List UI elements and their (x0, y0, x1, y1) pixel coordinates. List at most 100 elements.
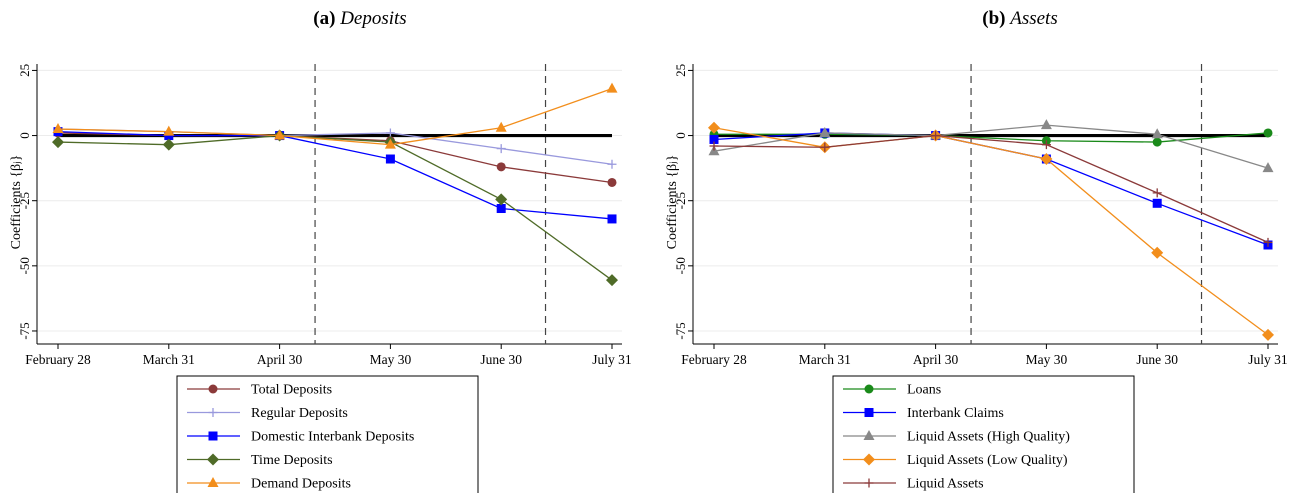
series-liquid-assets-low-quality (708, 121, 1274, 341)
data-point (606, 274, 618, 287)
y-tick-label: -50 (673, 257, 688, 274)
panel-a-title: (a) Deposits (40, 8, 680, 30)
series-demand-deposits (52, 82, 618, 149)
legend-marker (863, 430, 875, 440)
data-point (385, 128, 395, 138)
series-total-deposits (53, 128, 617, 187)
series-line (713, 124, 1269, 169)
x-tick-label: April 30 (257, 352, 303, 367)
legend-item: Time Deposits (187, 453, 333, 468)
legend-item: Interbank Claims (843, 406, 1004, 421)
legend-item: Liquid Assets (843, 477, 984, 492)
data-point (1152, 137, 1162, 147)
panel-a-label: (a) (313, 8, 336, 29)
data-point (709, 134, 719, 144)
series-line (713, 132, 1269, 246)
legend-item: Regular Deposits (187, 406, 348, 421)
legend-marker (208, 384, 218, 394)
x-tick-label: July 31 (592, 352, 631, 367)
y-tick-label: 25 (17, 64, 32, 77)
legend-item: Loans (843, 383, 941, 398)
data-point (931, 131, 941, 141)
data-point (1263, 237, 1273, 247)
legend-marker (864, 408, 874, 417)
data-point (385, 154, 395, 164)
data-point (1041, 140, 1051, 150)
data-point (495, 121, 507, 132)
y-tick-label: 0 (673, 132, 688, 139)
x-tick-label: February 28 (681, 352, 747, 367)
x-tick-label: March 31 (143, 352, 195, 367)
series-liquid-assets (709, 131, 1273, 247)
panel-b-name: Assets (1010, 8, 1058, 29)
data-point (163, 125, 175, 136)
legend-label: Domestic Interbank Deposits (251, 430, 414, 445)
legend-marker (864, 478, 874, 488)
legend-marker (207, 477, 219, 487)
series-line (57, 131, 613, 220)
legend-label: Liquid Assets (Low Quality) (907, 453, 1068, 468)
legend-marker (863, 453, 875, 466)
legend-label: Total Deposits (251, 383, 332, 398)
x-tick-label: May 30 (1026, 352, 1068, 367)
data-point (819, 126, 831, 137)
y-tick-label: -25 (673, 192, 688, 209)
data-point (607, 159, 617, 169)
series-line (57, 88, 613, 146)
data-point (496, 162, 506, 172)
legend-label: Regular Deposits (251, 406, 348, 421)
x-tick-label: February 28 (25, 352, 91, 367)
y-tick-label: -75 (17, 322, 32, 339)
data-point (1040, 153, 1053, 166)
data-point (1152, 198, 1162, 208)
legend-box (176, 375, 479, 493)
series-line (713, 134, 1269, 243)
series-line (713, 127, 1269, 336)
data-point (52, 136, 64, 149)
data-point (1151, 246, 1164, 259)
legend-marker (864, 384, 874, 394)
x-tick-label: March 31 (799, 352, 851, 367)
legend-item: Demand Deposits (187, 477, 351, 492)
y-axis-label: Coefficients {βⱼ} (9, 155, 24, 250)
y-tick-label: -25 (17, 192, 32, 209)
y-axis-label: Coefficients {βⱼ} (665, 155, 680, 250)
series-line (57, 134, 613, 281)
legend-label: Time Deposits (251, 453, 333, 468)
deposits-chart: 25 0 -25 -50 -75 Coefficients {βⱼ} February 28… (9, 64, 632, 493)
data-point (1040, 119, 1052, 130)
data-point (496, 144, 506, 154)
y-tick-label: 0 (17, 132, 32, 139)
data-point (607, 177, 617, 187)
legend-label: Demand Deposits (251, 477, 351, 492)
data-point (606, 82, 618, 93)
legend-item: Liquid Assets (High Quality) (843, 430, 1070, 445)
legend-label: Loans (907, 383, 941, 398)
data-point (1152, 188, 1162, 198)
data-point (709, 141, 719, 151)
data-point (820, 142, 830, 152)
x-tick-label: July 31 (1248, 352, 1287, 367)
data-point (496, 204, 506, 214)
data-point (1262, 162, 1274, 173)
data-point (1151, 128, 1163, 139)
x-tick-label: June 30 (480, 352, 522, 367)
legend-marker (208, 408, 218, 417)
legend-item: Domestic Interbank Deposits (187, 430, 414, 445)
legend-marker (207, 453, 219, 466)
series-domestic-interbank-deposits (53, 127, 617, 224)
x-tick-label: April 30 (913, 352, 959, 367)
data-point (708, 121, 720, 134)
legend-marker (208, 431, 218, 441)
legend: Loans Interbank Claims Liquid Assets (High… (832, 375, 1135, 493)
data-point (495, 193, 508, 206)
legend: Total Deposits Regular Deposits Domestic I… (176, 375, 479, 493)
data-point (1262, 328, 1274, 341)
panel-a-name: Deposits (340, 8, 407, 29)
data-point (1263, 128, 1273, 138)
panel-b-title: (b) Assets (700, 8, 1312, 30)
x-tick-label: May 30 (370, 352, 412, 367)
x-tick-label: June 30 (1136, 352, 1178, 367)
legend-item: Total Deposits (187, 383, 332, 398)
legend-label: Interbank Claims (907, 406, 1004, 421)
